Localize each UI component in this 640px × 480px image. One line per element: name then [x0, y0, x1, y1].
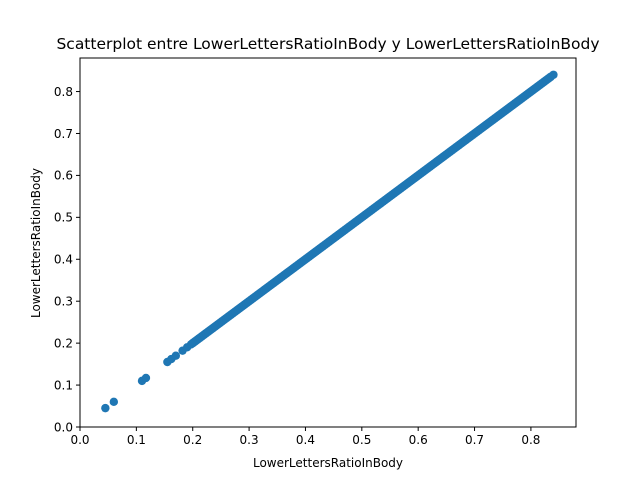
x-tick-label: 0.3 [240, 433, 259, 447]
y-tick-label: 0.2 [54, 336, 73, 350]
x-tick-label: 0.8 [521, 433, 540, 447]
y-axis-label: LowerLettersRatioInBody [29, 168, 43, 318]
y-tick-label: 0.5 [54, 211, 73, 225]
y-tick-label: 0.3 [54, 295, 73, 309]
chart-title: Scatterplot entre LowerLettersRatioInBod… [56, 35, 599, 53]
plot-area [101, 70, 558, 413]
x-tick-label: 0.7 [465, 433, 484, 447]
y-axis-ticks: 0.0 0.1 0.2 0.3 0.4 0.5 0.6 0.7 0.8 [54, 85, 80, 434]
x-tick-label: 0.2 [183, 433, 202, 447]
data-point [101, 403, 110, 413]
y-tick-label: 0.6 [54, 169, 73, 183]
x-axis-label: LowerLettersRatioInBody [253, 456, 403, 470]
data-point [171, 351, 181, 360]
x-tick-label: 0.1 [127, 433, 146, 447]
y-tick-label: 0.8 [54, 85, 73, 99]
y-tick-label: 0.1 [54, 378, 73, 392]
y-tick-label: 0.7 [54, 127, 73, 141]
x-tick-label: 0.5 [352, 433, 371, 447]
x-tick-label: 0.6 [409, 433, 428, 447]
data-point [549, 70, 558, 79]
y-tick-label: 0.0 [54, 420, 73, 434]
x-axis-ticks: 0.0 0.1 0.2 0.3 0.4 0.5 0.6 0.7 0.8 [70, 427, 540, 447]
data-point [141, 373, 151, 383]
data-point [186, 340, 196, 349]
x-tick-label: 0.4 [296, 433, 315, 447]
plot-frame [79, 57, 577, 428]
x-tick-label: 0.0 [70, 433, 89, 447]
data-point [109, 397, 119, 407]
y-tick-label: 0.4 [54, 253, 73, 267]
